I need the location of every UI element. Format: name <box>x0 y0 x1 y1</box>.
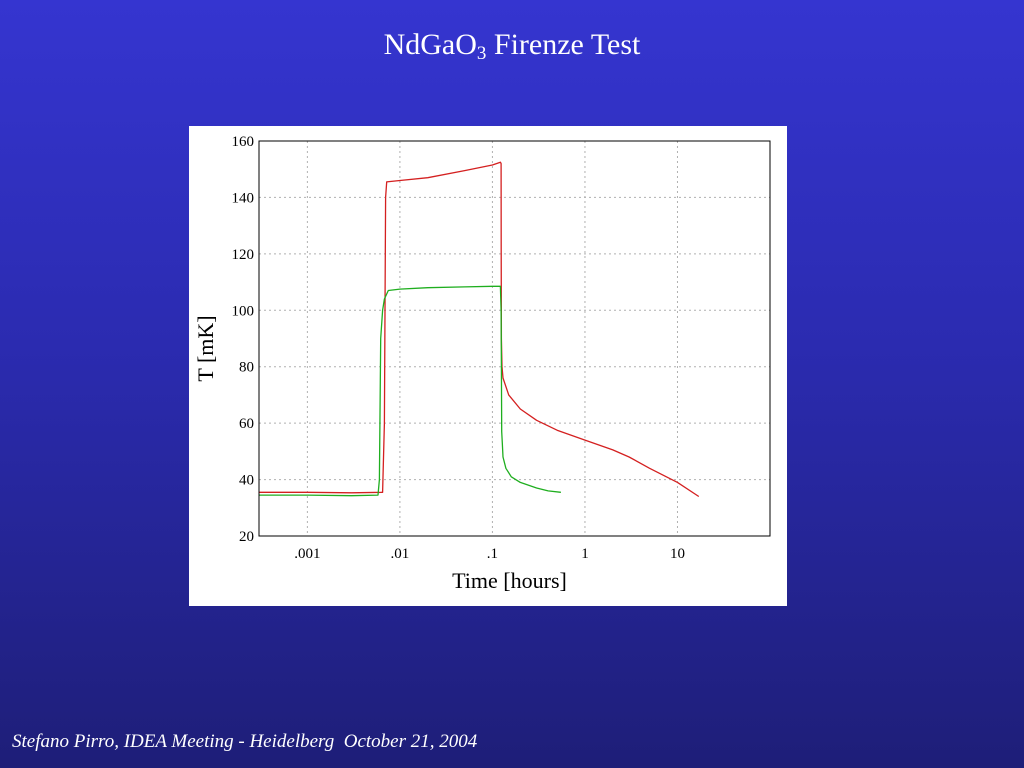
title-subscript: 3 <box>476 43 487 64</box>
ticks: .001 .01 .1 1 10 20 40 60 80 100 120 140 160 <box>232 134 685 562</box>
x-tick-label: 1 <box>581 546 589 562</box>
series-layer <box>259 161 700 498</box>
temperature-chart: .001 .01 .1 1 10 20 40 60 80 100 120 140 160 Time [h… <box>193 134 771 593</box>
y-axis-label: T [mK] <box>193 315 218 381</box>
y-tick-label: 80 <box>239 360 254 376</box>
slide-title: NdGaO3 Firenze Test <box>0 28 1024 65</box>
y-tick-label: 160 <box>232 134 255 150</box>
series-line-green <box>259 285 561 497</box>
y-tick-label: 140 <box>232 190 255 206</box>
chart-panel: .001 .01 .1 1 10 20 40 60 80 100 120 140 160 Time [h… <box>189 126 787 606</box>
x-tick-label: .001 <box>294 546 320 562</box>
y-tick-label: 60 <box>239 416 254 432</box>
grid <box>259 141 770 536</box>
y-tick-label: 20 <box>239 529 254 545</box>
series-line-red <box>259 161 700 498</box>
footer-credit: Stefano Pirro, IDEA Meeting - Heidelberg… <box>12 731 478 752</box>
title-main-text: NdGaO <box>383 28 477 61</box>
y-tick-label: 40 <box>239 473 254 489</box>
x-tick-label: .01 <box>391 546 410 562</box>
y-tick-label: 120 <box>232 247 255 263</box>
x-tick-label: 10 <box>670 546 685 562</box>
y-tick-label: 100 <box>232 303 255 319</box>
x-axis-label: Time [hours] <box>452 568 567 593</box>
x-tick-label: .1 <box>487 546 498 562</box>
plot-frame <box>258 140 771 537</box>
title-rest-text: Firenze Test <box>486 28 641 61</box>
